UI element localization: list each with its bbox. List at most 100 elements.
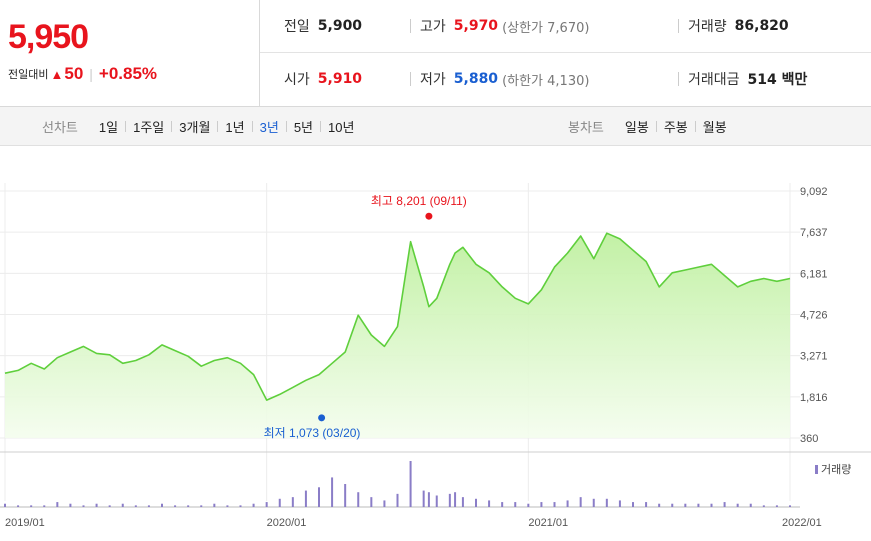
volume-bar xyxy=(710,503,713,507)
volume-bar xyxy=(239,505,242,507)
high-value: 5,970 xyxy=(453,18,499,34)
prev-close: 전일 5,900 xyxy=(284,16,362,36)
volume-bar xyxy=(174,505,177,507)
volume-bar xyxy=(108,505,111,507)
volume-bar xyxy=(762,505,765,507)
volume-bar xyxy=(775,505,778,507)
price-box: 5,950 전일대비 ▲ 50 | +0.85% xyxy=(0,0,260,106)
tab-1d[interactable]: 1일 xyxy=(98,119,119,135)
volume-bar xyxy=(304,490,307,507)
volume-bar xyxy=(82,505,85,507)
x-tick-label: 2021/01 xyxy=(528,517,568,529)
volume-bar xyxy=(161,503,163,507)
y-tick-label: 1,816 xyxy=(800,392,828,404)
volume-legend: 거래량 xyxy=(815,461,851,477)
price-change: 전일대비 ▲ 50 | +0.85% xyxy=(8,64,157,84)
chart-tabbar: 선차트 1일 1주일 3개월 1년 3년 5년 10년 봉차트 일봉 주봉 월봉 xyxy=(0,107,871,146)
tab-10y[interactable]: 10년 xyxy=(328,119,355,135)
volume-bar xyxy=(540,502,543,507)
prev-close-value: 5,900 xyxy=(317,18,363,34)
volume-bar xyxy=(17,505,20,507)
volume-bar xyxy=(501,502,504,507)
volume-bar xyxy=(409,461,412,507)
volume-bar xyxy=(200,505,203,507)
open-price: 시가 5,910 xyxy=(284,69,362,89)
volume: 거래량 86,820 xyxy=(688,16,789,36)
volume-bar xyxy=(684,503,687,507)
x-tick-label: 2019/01 xyxy=(5,517,45,529)
price-chart-svg: 9,092 7,637 6,181 4,726 3,271 1,816 360 최고 8,20… xyxy=(0,183,871,529)
y-tick-label: 4,726 xyxy=(800,310,828,322)
y-tick-label: 3,271 xyxy=(800,351,828,363)
tab-1y[interactable]: 1년 xyxy=(225,119,245,135)
volume-bar xyxy=(448,493,451,507)
candle-chart-tabs: 봉차트 일봉 주봉 월봉 xyxy=(568,107,734,145)
volume-bar xyxy=(43,505,46,507)
price-chart: 9,092 7,637 6,181 4,726 3,271 1,816 360 최고 8,20… xyxy=(0,146,871,537)
low-value: 5,880 xyxy=(453,71,499,87)
volume-bar xyxy=(475,498,477,507)
price-line xyxy=(4,232,791,401)
volume-bar xyxy=(697,503,700,507)
volume-bar xyxy=(579,497,582,507)
line-chart-tabs: 선차트 1일 1주일 3개월 1년 3년 5년 10년 xyxy=(42,107,361,145)
volume-bar xyxy=(121,503,124,507)
stat-divider xyxy=(410,72,411,86)
prev-close-label: 전일 xyxy=(284,19,310,35)
high-price: 고가 5,970 (상한가 7,670) xyxy=(420,16,589,36)
volume-bar xyxy=(383,500,386,507)
stat-divider xyxy=(678,72,679,86)
tab-divider xyxy=(217,120,219,132)
change-divider: | xyxy=(89,66,93,82)
volume-bar xyxy=(344,484,347,507)
change-label: 전일대비 xyxy=(8,69,49,81)
volume-bar xyxy=(265,502,268,507)
volume-bar xyxy=(658,503,661,507)
tab-divider xyxy=(285,120,287,132)
volume-bar xyxy=(134,505,137,507)
tab-3m[interactable]: 3개월 xyxy=(179,119,211,135)
tab-5y[interactable]: 5년 xyxy=(293,119,314,135)
volume-bar xyxy=(422,490,425,507)
volume-bar xyxy=(435,495,438,507)
volume-bar xyxy=(461,497,464,507)
min-marker xyxy=(318,414,326,422)
volume-bar xyxy=(723,502,726,507)
max-marker xyxy=(425,212,433,220)
open-label: 시가 xyxy=(284,72,310,88)
volume-bar xyxy=(95,503,98,507)
tab-divider xyxy=(171,120,173,132)
volume-bar xyxy=(736,503,739,507)
volume-bar xyxy=(749,503,752,507)
volume-bar xyxy=(592,498,595,507)
volume-bar xyxy=(291,497,294,507)
tab-1w[interactable]: 1주일 xyxy=(133,119,165,135)
tab-monthly[interactable]: 월봉 xyxy=(702,119,727,135)
volume-bar xyxy=(605,498,608,507)
volume-bar xyxy=(514,502,517,507)
volume-bar xyxy=(789,505,791,507)
volume-swatch xyxy=(815,464,818,474)
change-percent: +0.85% xyxy=(98,64,158,83)
volume-bar xyxy=(454,492,457,507)
stats-row-2: 시가 5,910 저가 5,880 (하한가 4,130) 거래대금 514 백… xyxy=(260,53,871,105)
min-annotation: 최저 1,073 (03/20) xyxy=(264,426,361,440)
x-tick-label: 2022/01 xyxy=(782,517,822,529)
tab-divider xyxy=(320,120,322,132)
trade-value-label: 거래대금 xyxy=(688,72,740,88)
volume-bar xyxy=(632,502,634,507)
volume-bar xyxy=(331,477,334,507)
tab-daily[interactable]: 일봉 xyxy=(624,119,649,135)
tab-weekly[interactable]: 주봉 xyxy=(663,119,688,135)
volume-bar xyxy=(671,503,674,507)
volume-bar xyxy=(30,505,33,507)
volume-bar xyxy=(56,502,59,507)
current-price: 5,950 xyxy=(8,18,89,56)
tab-divider xyxy=(125,120,127,132)
tab-3y[interactable]: 3년 xyxy=(259,119,279,135)
volume-bar xyxy=(370,497,373,507)
upper-limit: (상한가 7,670) xyxy=(502,20,590,36)
stat-divider xyxy=(410,19,411,33)
tab-divider xyxy=(251,120,253,132)
volume-bar xyxy=(618,500,621,507)
